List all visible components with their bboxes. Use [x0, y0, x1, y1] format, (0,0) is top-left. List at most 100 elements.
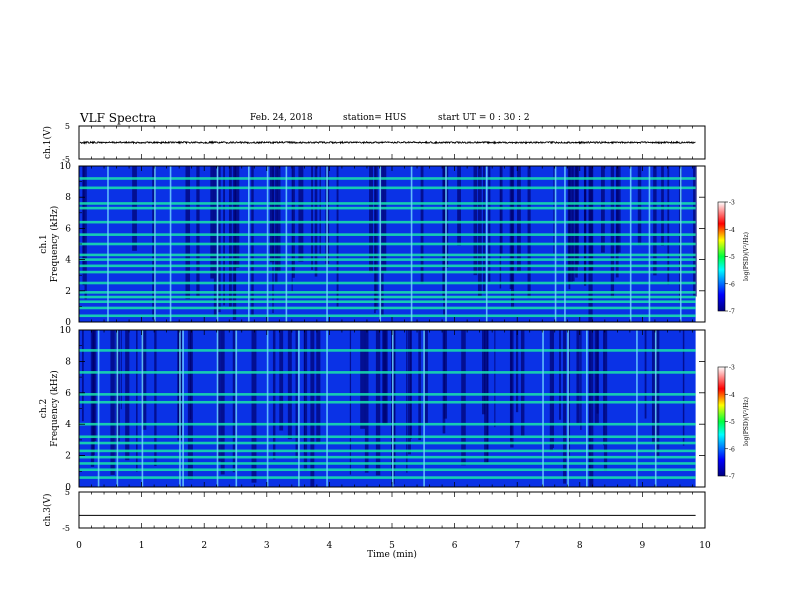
sferic-burst — [410, 166, 413, 322]
emission-band — [79, 300, 696, 304]
dark-column — [568, 330, 571, 456]
dark-column — [217, 166, 221, 313]
dark-column — [336, 166, 339, 307]
emission-band — [79, 449, 696, 453]
dark-column — [553, 166, 555, 255]
y-tick-label: 0 — [65, 483, 71, 493]
dark-column — [251, 330, 257, 483]
sferic-burst — [654, 330, 657, 487]
dark-column — [251, 166, 254, 316]
dark-column — [420, 166, 424, 284]
sferic-burst — [648, 166, 651, 322]
colorbar-tick-label: -5 — [729, 419, 735, 426]
x-tick-label: 2 — [201, 541, 207, 551]
sferic-burst — [154, 166, 156, 322]
dark-column — [603, 330, 608, 471]
sferic-burst — [285, 166, 288, 322]
y-tick-label: 6 — [65, 224, 71, 234]
channel-label: ch.2 — [39, 399, 49, 418]
start-time-label: start UT = 0 : 30 : 2 — [438, 113, 530, 123]
sferic-burst — [636, 330, 638, 487]
dark-column — [661, 166, 664, 246]
waveform-bg — [79, 492, 705, 528]
dark-column — [116, 330, 120, 442]
dark-column — [319, 166, 321, 255]
dark-column — [235, 166, 240, 268]
dark-column — [82, 166, 85, 286]
dark-column — [136, 330, 138, 472]
sferic-burst — [266, 166, 269, 322]
dark-column — [374, 166, 376, 314]
dark-column — [509, 166, 514, 290]
ch1-trace — [79, 140, 696, 145]
dark-column — [423, 330, 428, 424]
y-tick-label: -5 — [62, 524, 70, 533]
emission-band — [79, 258, 696, 261]
dark-column — [185, 166, 191, 300]
dark-column — [580, 330, 582, 430]
dark-column — [576, 330, 580, 425]
dark-column — [141, 330, 147, 430]
emission-band — [79, 177, 696, 180]
emission-band — [79, 253, 696, 257]
dark-column — [303, 330, 306, 454]
emission-band — [79, 242, 696, 246]
dark-column — [567, 166, 573, 283]
dark-column — [644, 330, 647, 419]
dark-column — [477, 166, 482, 297]
dark-column — [228, 166, 232, 307]
dark-column — [189, 330, 192, 420]
dark-column — [563, 330, 567, 484]
y-axis-label: ch.3(V) — [42, 494, 53, 527]
dark-column — [488, 166, 491, 283]
y-tick-label: 2 — [65, 452, 71, 462]
x-tick-label: 5 — [389, 541, 395, 551]
colorbar-tick-label: -7 — [729, 309, 735, 316]
colorbar-tick-label: -4 — [729, 392, 735, 399]
dark-column — [651, 330, 655, 445]
colorbar-tick-label: -3 — [729, 365, 735, 372]
x-tick-label: 9 — [640, 541, 646, 551]
dark-column — [494, 330, 496, 428]
y-tick-label: 4 — [65, 256, 71, 266]
dark-column — [276, 166, 281, 272]
emission-band — [79, 291, 696, 294]
x-tick-label: 6 — [452, 541, 458, 551]
dark-column — [486, 330, 489, 463]
colorbar-scale — [717, 366, 726, 477]
emission-band — [79, 393, 696, 396]
colorbar-label: log(PSD)(V²/Hz) — [743, 397, 750, 446]
emission-band — [79, 202, 696, 205]
sferic-burst — [379, 166, 382, 322]
x-tick-label: 7 — [514, 541, 520, 551]
dark-column — [360, 330, 366, 429]
dark-column — [443, 166, 446, 317]
dark-column — [637, 166, 642, 246]
sferic-burst — [97, 330, 100, 487]
y-tick-label: -5 — [62, 155, 70, 164]
emission-band — [79, 462, 696, 465]
sferic-burst — [629, 166, 632, 322]
x-tick-label: 1 — [139, 541, 145, 551]
emission-band — [79, 295, 696, 299]
colorbar-scale — [717, 201, 726, 312]
colorbar-tick-label: -7 — [729, 474, 735, 481]
sferic-burst — [326, 166, 328, 322]
dark-column — [316, 330, 321, 443]
colorbar-tick-label: -3 — [729, 200, 735, 207]
dark-column — [520, 330, 525, 437]
y-tick-label: 5 — [65, 122, 70, 131]
sferic-burst — [248, 166, 250, 322]
sferic-burst — [564, 166, 566, 322]
emission-band — [79, 400, 696, 404]
emission-band — [79, 220, 696, 224]
colorbar-ch2: -3 -4 -5 -6 -7 log(PSD)(V²/Hz) — [717, 365, 750, 481]
dark-column — [287, 330, 292, 440]
y-tick-label: 4 — [65, 420, 71, 430]
sferic-burst — [679, 166, 682, 322]
dark-column — [552, 330, 554, 449]
ch3-waveform-panel: 5 -5 ch.3(V) — [42, 488, 706, 533]
x-tick-label: 10 — [699, 541, 711, 551]
sferic-burst — [216, 330, 219, 487]
dark-column — [473, 166, 478, 276]
